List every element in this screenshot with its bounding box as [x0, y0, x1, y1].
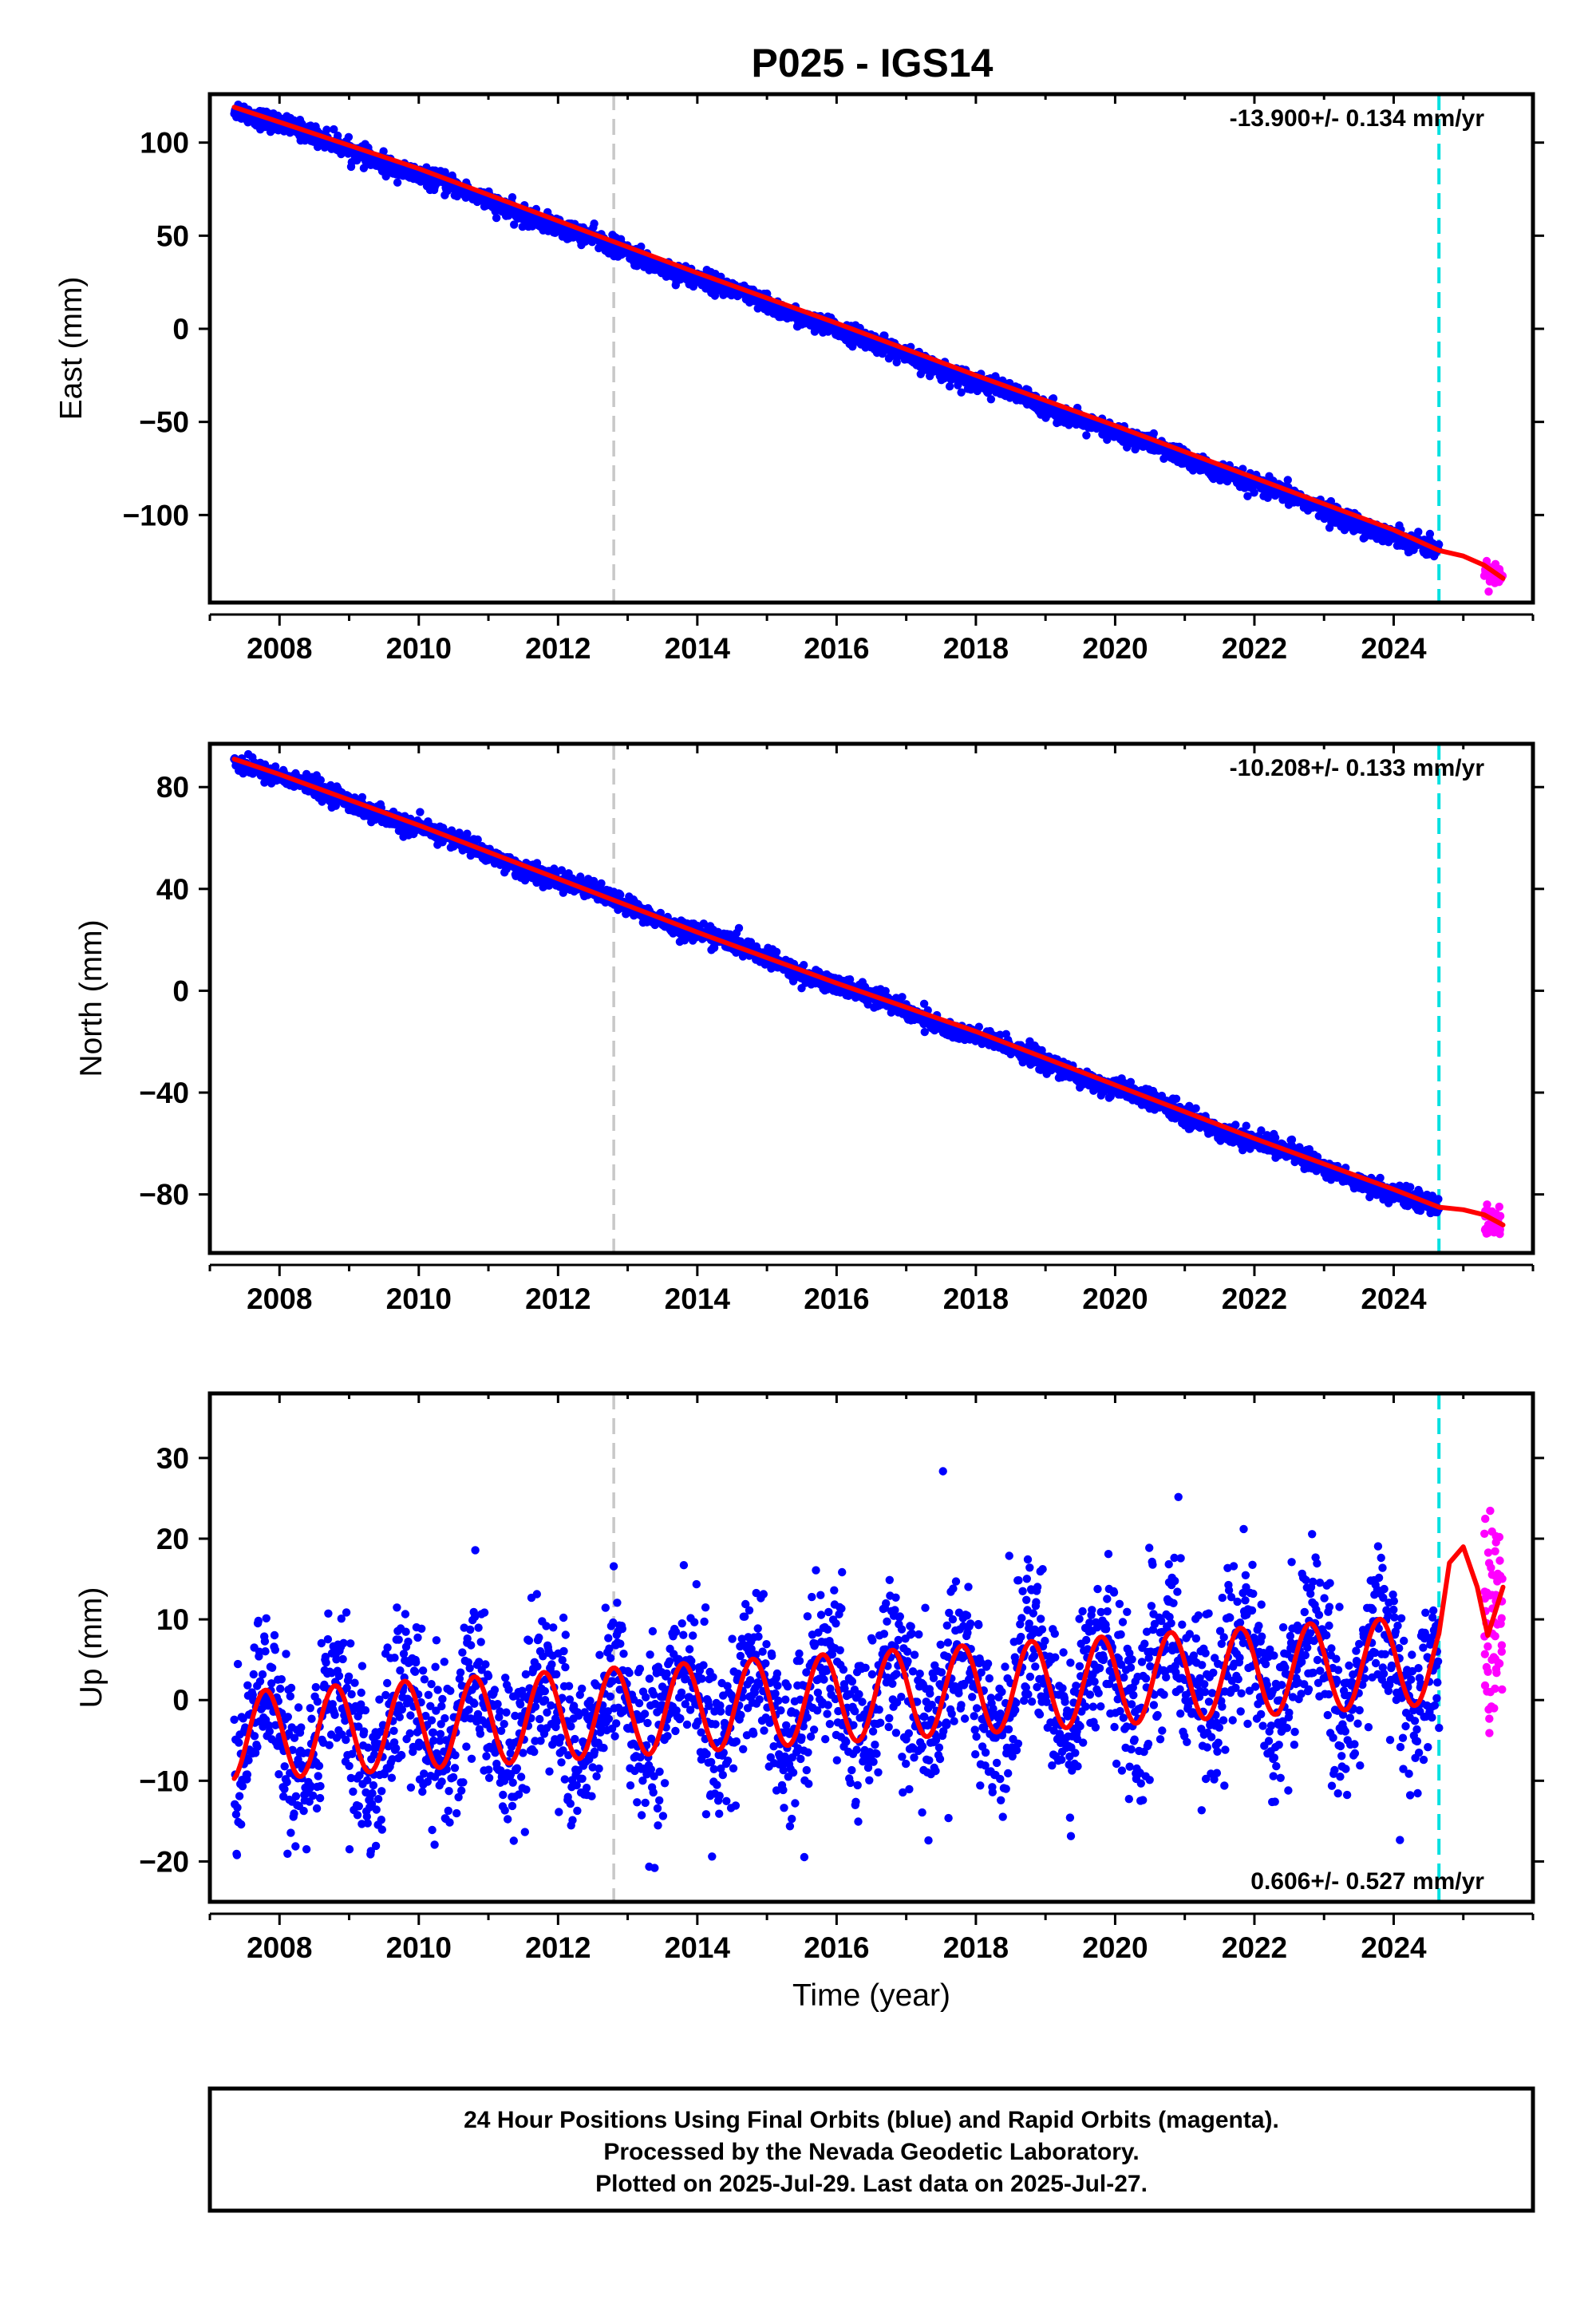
north-final-point [1287, 1135, 1297, 1144]
north-final-point [1376, 1173, 1385, 1183]
east-y-axis-label: East (mm) [54, 277, 89, 421]
north-panel: 2008 2010 2012 2014 2016 2018 2020 2022 20248040… [74, 741, 1544, 1315]
north-rapid-point [1495, 1202, 1504, 1211]
north-final-point [1257, 1126, 1266, 1135]
east-final-point [590, 219, 598, 228]
north-model-curve [231, 757, 1506, 1227]
east-x-tick-label: 2020 [1082, 632, 1148, 665]
east-panel: 2008 2010 2012 2014 2016 2018 2020 2022 2024 100 5… [54, 92, 1544, 665]
north-final-point [316, 776, 325, 785]
north-final-point [557, 866, 567, 875]
east-final-point [344, 132, 354, 141]
east-final-point [1149, 429, 1159, 438]
east-final-point [508, 193, 517, 202]
north-final-point [1238, 1146, 1247, 1155]
north-plot-area [230, 744, 1506, 1253]
north-final-point [1406, 1183, 1415, 1192]
north-final-point [1191, 1104, 1200, 1113]
east-x-tick-label: 2010 [386, 632, 452, 665]
east-final-point [710, 291, 720, 300]
north-final-point [1270, 1133, 1280, 1142]
north-final-point [1185, 1101, 1194, 1111]
north-rapid-point [1480, 1225, 1490, 1235]
east-x-tick-label: 2024 [1361, 632, 1427, 665]
east-final-point [1103, 435, 1112, 445]
north-final-point [358, 792, 367, 802]
north-final-point [845, 975, 855, 984]
east-x-tick-label: 2008 [247, 632, 312, 665]
east-x-tick-label: 2022 [1222, 632, 1287, 665]
north-rapid-point [1491, 1209, 1500, 1219]
east-final-point [1283, 476, 1293, 484]
north-final-point [1171, 1094, 1181, 1104]
north-final-point [271, 762, 280, 771]
north-final-point [800, 961, 808, 970]
east-y-tick-label: −50 [139, 406, 189, 439]
north-final-point [616, 891, 625, 899]
east-final-point [1250, 488, 1258, 497]
north-final-point [1434, 1195, 1443, 1203]
east-y-tick-label: 0 [172, 313, 189, 346]
north-final-point [974, 1022, 984, 1031]
figure-title: P025 - IGS14 [752, 41, 994, 85]
east-final-point [492, 213, 501, 223]
north-final-point [772, 947, 781, 957]
north-final-point [463, 829, 472, 838]
north-final-point [996, 1030, 1005, 1039]
east-final-point [518, 222, 527, 231]
east-x-tick-label: 2012 [525, 632, 591, 665]
north-final-point [898, 993, 907, 1002]
north-final-point [881, 986, 890, 996]
east-plot-area [230, 94, 1507, 603]
east-frame [207, 92, 1535, 605]
east-final-point [393, 178, 402, 187]
east-y-tick-label: −100 [123, 499, 189, 532]
east-final-point [1243, 492, 1252, 500]
north-final-point [920, 1027, 930, 1037]
east-final-point [1082, 431, 1091, 440]
north-rapid-point [1490, 1228, 1499, 1237]
east-y-tick-label: 50 [156, 219, 189, 252]
north-final-point [1242, 1121, 1250, 1130]
east-final-point [1425, 529, 1435, 539]
east-final-point [379, 147, 388, 156]
east-rapid-point [1484, 587, 1493, 596]
east-final-point [322, 125, 331, 134]
east-rate-label: -13.900+/- 0.134 mm/yr [1230, 105, 1485, 132]
north-rapid-point [1483, 1200, 1491, 1209]
east-final-point [510, 220, 519, 229]
east-final-point [330, 124, 338, 134]
east-x-tick-label: 2018 [943, 632, 1009, 665]
east-final-point [1414, 528, 1423, 536]
north-final-point [473, 835, 482, 844]
north-final-point [1231, 1120, 1240, 1129]
north-final-point [734, 923, 744, 933]
north-final-point [699, 919, 708, 928]
east-final-point [957, 388, 966, 397]
east-final-point [945, 382, 954, 391]
north-final-point [597, 879, 606, 888]
east-final-point [359, 164, 369, 172]
north-frame [207, 741, 1535, 1255]
east-final-point [1435, 540, 1444, 549]
east-final-point [880, 331, 889, 340]
east-model-curve [231, 105, 1506, 581]
east-x-tick-label: 2014 [665, 632, 731, 665]
east-final-point [381, 172, 390, 181]
north-final-point [589, 876, 598, 886]
north-final-point [919, 999, 929, 1009]
east-x-tick-label: 2016 [804, 632, 869, 665]
north-final-point [416, 808, 425, 816]
east-final-point [986, 395, 996, 404]
north-final-point [1404, 1202, 1412, 1211]
east-y-tick-label: 100 [140, 127, 189, 160]
